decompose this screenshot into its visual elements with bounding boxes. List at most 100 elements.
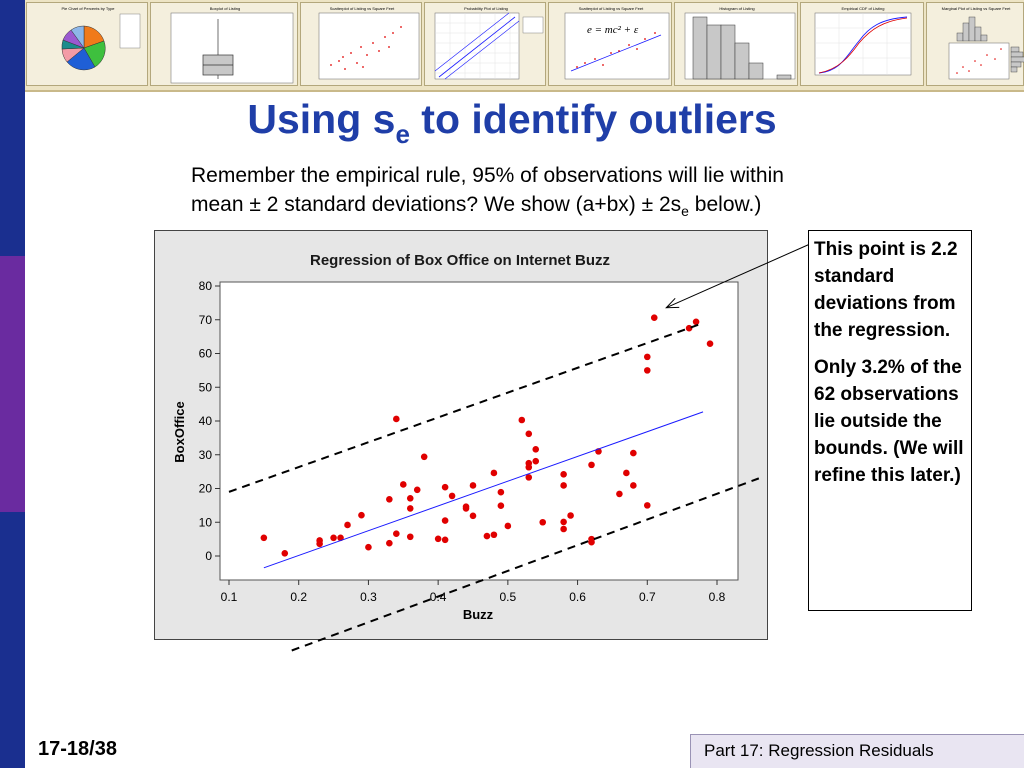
body-line-1: Remember the empirical rule, 95% of obse… (191, 164, 784, 187)
data-point (490, 469, 498, 477)
data-point (330, 534, 337, 542)
y-tick-label: 70 (199, 313, 213, 327)
probability-plot-thumbnail: Probability Plot of Listing (434, 6, 544, 80)
thumb-title: Boxplot of Listing (210, 6, 240, 11)
data-point (532, 446, 540, 453)
data-point (406, 494, 414, 502)
y-axis-label: BoxOffice (172, 401, 187, 462)
body-line-2-pre: mean ± 2 standard deviations? We show (a… (191, 193, 682, 216)
x-tick-label: 0.6 (569, 590, 586, 604)
data-point (497, 488, 505, 496)
thumb-title: Probability Plot of Listing (464, 6, 508, 11)
callout-box: This point is 2.2 standard deviations fr… (808, 230, 972, 611)
thumb-title: Scatterplot of Listing vs Square Feet (579, 6, 644, 11)
data-point (386, 539, 393, 547)
y-tick-label: 50 (199, 380, 213, 394)
x-tick-label: 0.3 (360, 590, 377, 604)
data-point (525, 430, 533, 438)
callout-paragraph-1: This point is 2.2 standard deviations fr… (814, 239, 958, 341)
data-point (650, 314, 658, 322)
thumb-title: Scatterplot of Listing vs Square Feet (330, 6, 395, 11)
slide-title: Using se to identify outliers (0, 96, 1024, 149)
data-point (560, 471, 567, 478)
data-point (560, 518, 567, 526)
thumb-title: Histogram of Listing (719, 6, 754, 11)
data-point (630, 482, 637, 489)
data-point (560, 482, 567, 489)
title-subscript: e (395, 119, 410, 149)
y-tick-label: 10 (199, 515, 213, 529)
boxplot-thumbnail: Boxplot of Listing (170, 6, 294, 84)
data-point (539, 518, 547, 526)
body-text: Remember the empirical rule, 95% of obse… (191, 161, 931, 221)
scatterplot-thumbnail: Scatterplot of Listing vs Square Feet (318, 6, 420, 80)
data-point (469, 512, 477, 520)
y-tick-label: 30 (199, 448, 213, 462)
sidebar-band-top (0, 0, 25, 256)
thumb-formula: e = mc² + ε (587, 24, 639, 36)
thumbnail-pie-chart: Pie Chart of Percents by Type (26, 2, 148, 86)
empirical-cdf-thumbnail: Empirical CDF of Listing (814, 6, 912, 76)
chart-overlay (228, 243, 811, 652)
data-point (588, 461, 595, 469)
data-point (518, 416, 526, 424)
data-point (448, 492, 456, 500)
x-tick-label: 0.8 (709, 590, 726, 604)
histogram-thumbnail: Histogram of Listing (684, 6, 796, 80)
data-point (567, 512, 574, 519)
regression-line (263, 411, 704, 569)
thumb-title: Pie Chart of Percents by Type (61, 6, 115, 11)
thumbnail-formula-scatter: Scatterplot of Listing vs Square Feet e … (548, 2, 672, 86)
data-point (393, 530, 400, 538)
data-point (490, 531, 498, 539)
body-line-2-post: below.) (688, 193, 762, 216)
title-rest: to identify outliers (409, 96, 777, 142)
data-point (525, 474, 533, 481)
thumbnail-empirical-cdf: Empirical CDF of Listing (800, 2, 924, 86)
data-point (406, 533, 414, 541)
callout-paragraph-2: Only 3.2% of the 62 observations lie out… (814, 357, 964, 486)
marginal-plot-thumbnail: Marginal Plot of Listing vs Square Feet (942, 6, 1024, 80)
data-point (504, 522, 512, 530)
x-tick-label: 0.1 (221, 590, 238, 604)
thumbnail-scatterplot: Scatterplot of Listing vs Square Feet (300, 2, 422, 86)
data-point (483, 532, 491, 540)
data-point (588, 538, 595, 546)
data-point (434, 535, 442, 543)
data-point (337, 534, 344, 542)
data-point (358, 511, 365, 519)
y-tick-label: 0 (205, 549, 212, 563)
chart-marks (260, 314, 714, 569)
data-point (643, 367, 651, 374)
data-point (643, 353, 651, 361)
left-sidebar (0, 0, 25, 768)
thumbnail-histogram: Histogram of Listing (674, 2, 798, 86)
data-point (560, 525, 567, 533)
thumbnail-boxplot: Boxplot of Listing (150, 2, 298, 86)
data-point (497, 502, 505, 510)
x-tick-label: 0.7 (639, 590, 656, 604)
title-main: Using s (247, 96, 396, 142)
data-point (630, 449, 637, 457)
sidebar-band-middle (0, 256, 25, 512)
data-point (393, 415, 400, 423)
annotation-arrowhead (665, 297, 680, 309)
chart-axes: 0.10.20.30.40.50.60.70.80102030405060708… (199, 279, 726, 604)
footer-label: Part 17: Regression Residuals (690, 734, 1024, 768)
annotation-arrow (666, 243, 811, 309)
data-point (260, 534, 268, 542)
x-axis-label: Buzz (463, 607, 494, 622)
data-point (441, 483, 449, 491)
body-line-2: mean ± 2 standard deviations? We show (a… (191, 190, 931, 221)
thumbnail-probability-plot: Probability Plot of Listing (424, 2, 546, 86)
data-point (406, 505, 414, 512)
sidebar-band-bottom (0, 512, 25, 768)
formula-scatter-thumbnail: Scatterplot of Listing vs Square Feet e … (564, 6, 670, 80)
data-point (692, 318, 700, 326)
data-point (462, 505, 470, 512)
x-tick-label: 0.5 (500, 590, 517, 604)
thumb-title: Marginal Plot of Listing vs Square Feet (942, 6, 1012, 11)
data-point (386, 496, 393, 503)
y-tick-label: 20 (199, 482, 213, 496)
